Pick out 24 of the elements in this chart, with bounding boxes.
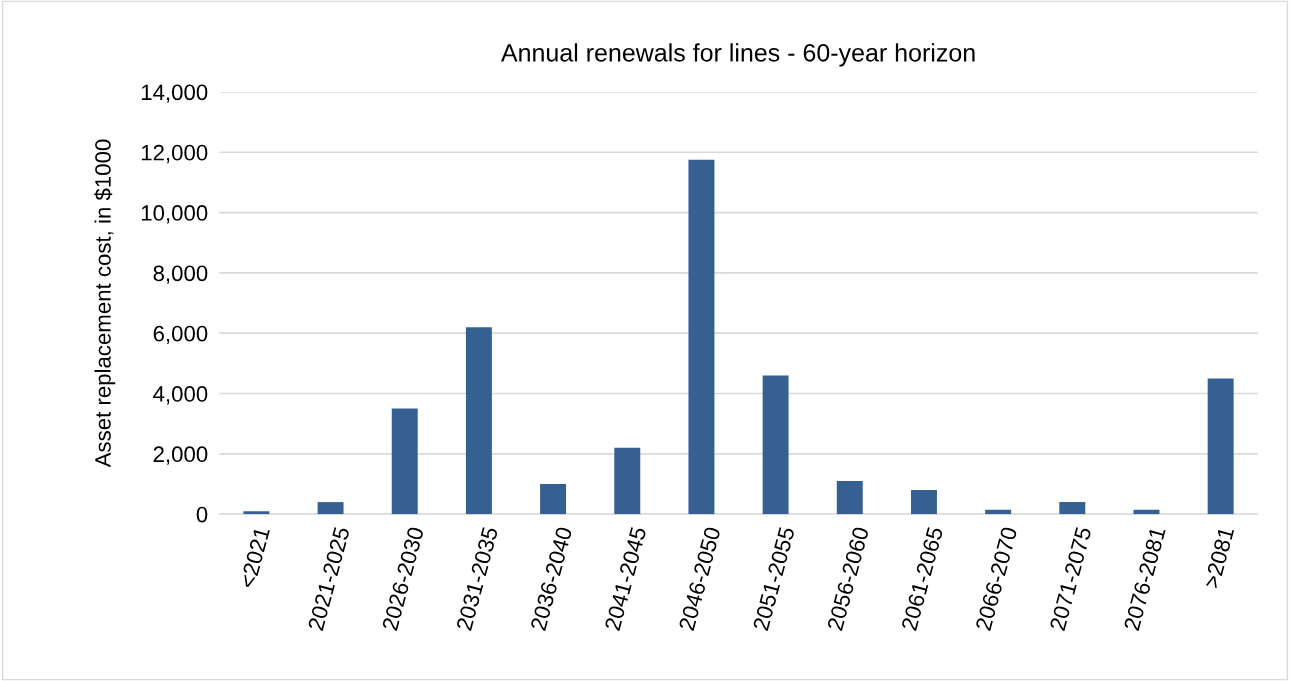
y-axis-title: Asset replacement cost, in $1000 [94,139,116,468]
y-tick-label: 8,000 [153,265,208,284]
y-tick-label: 14,000 [141,84,208,103]
bar [540,484,567,515]
bar [614,447,641,515]
y-tick-label: 12,000 [141,144,208,164]
bar [1207,378,1234,515]
x-tick-label: >2081 [1203,526,1235,589]
bar [391,408,418,515]
bar [910,490,937,515]
y-tick-label: 2,000 [153,446,208,465]
bar [1059,502,1086,515]
x-tick-label: <2021 [239,526,270,589]
bar [317,502,344,515]
y-tick-label: 10,000 [141,205,208,224]
bar [688,159,715,515]
chart-title: Annual renewals for lines - 60-year horizon [500,43,975,67]
bar [836,480,863,515]
y-tick-label: 6,000 [153,325,208,345]
bar [243,511,270,515]
bar [762,375,789,515]
y-tick-label: 4,000 [153,386,208,405]
bar [465,327,492,515]
y-tick-label: 0 [196,506,208,523]
